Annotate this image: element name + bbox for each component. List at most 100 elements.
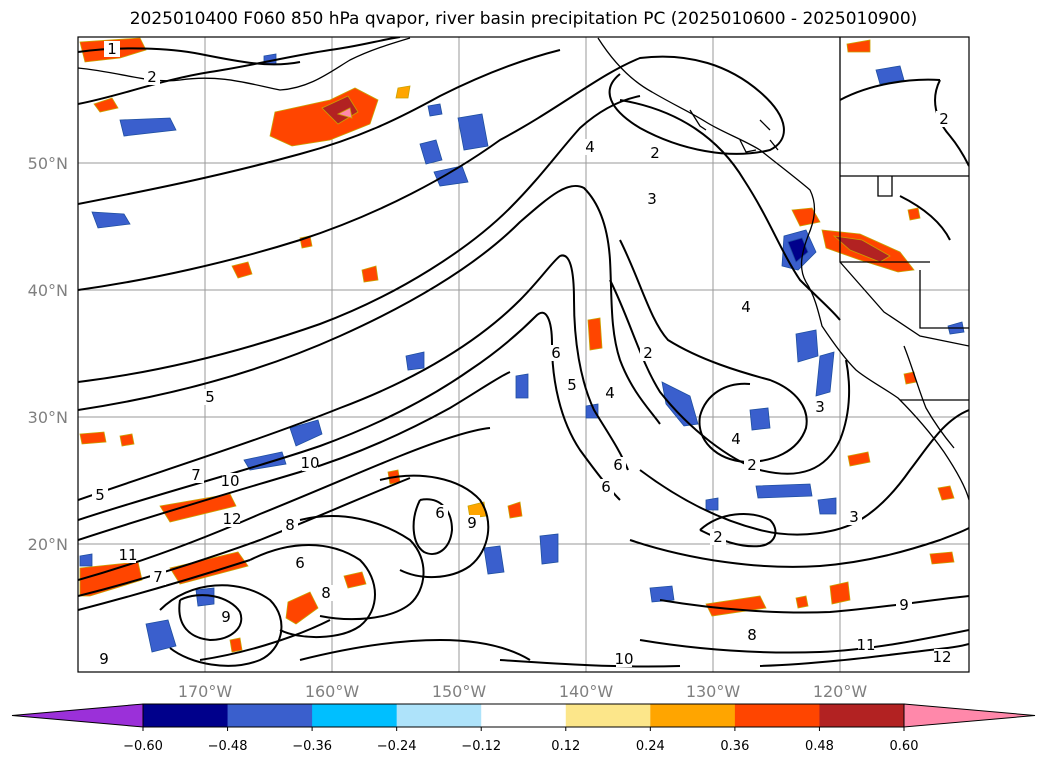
negative-precipitation-patches bbox=[79, 53, 965, 653]
latitude-label: 40°N bbox=[28, 281, 68, 300]
latitude-label: 50°N bbox=[28, 154, 68, 173]
contour-label-bg bbox=[144, 69, 160, 85]
contour-label: 3 bbox=[849, 508, 859, 526]
longitude-label: 120°W bbox=[813, 682, 868, 701]
contour-label: 2 bbox=[939, 110, 949, 128]
contour-label: 9 bbox=[221, 608, 231, 626]
colorbar-segment bbox=[143, 704, 229, 727]
contour-label-bg bbox=[610, 457, 626, 473]
contour-label: 12 bbox=[222, 510, 241, 528]
contour-label: 6 bbox=[295, 554, 305, 572]
contour-label: 6 bbox=[613, 456, 623, 474]
contour-label: 4 bbox=[605, 384, 615, 402]
contour-label-bg bbox=[548, 345, 564, 361]
contour-label: 9 bbox=[99, 650, 109, 668]
contour-label-bg bbox=[96, 651, 112, 667]
contour-label: 11 bbox=[118, 546, 137, 564]
colorbar-tick-label: 0.60 bbox=[890, 739, 919, 754]
contour-label-bg bbox=[120, 547, 136, 563]
contour-label: 7 bbox=[153, 568, 163, 586]
contour-label: 2 bbox=[147, 68, 157, 86]
longitude-label: 170°W bbox=[178, 682, 233, 701]
contour-label: 8 bbox=[747, 626, 757, 644]
contour-label: 4 bbox=[741, 298, 751, 316]
contour-label-bg bbox=[564, 377, 580, 393]
colorbar-tick-label: 0.36 bbox=[720, 739, 749, 754]
colorbar-tick-label: −0.48 bbox=[208, 739, 248, 754]
contour-label-bg bbox=[644, 191, 660, 207]
contour-label-bg bbox=[432, 505, 448, 521]
contour-label-bg bbox=[934, 649, 950, 665]
contour-label-bg bbox=[744, 627, 760, 643]
contour-label: 1 bbox=[107, 40, 117, 58]
colorbar-segment bbox=[650, 704, 736, 727]
contour-label: 11 bbox=[856, 636, 875, 654]
contour-label-bg bbox=[858, 637, 874, 653]
map-title: 2025010400 F060 850 hPa qvapor, river ba… bbox=[129, 9, 918, 29]
contour-label: 9 bbox=[899, 596, 909, 614]
colorbar-segment bbox=[819, 704, 905, 727]
contour-label-bg bbox=[188, 467, 204, 483]
contour-label: 6 bbox=[551, 344, 561, 362]
contour-label: 2 bbox=[713, 528, 723, 546]
longitude-label: 130°W bbox=[686, 682, 741, 701]
colorbar-tick-label: −0.36 bbox=[292, 739, 332, 754]
contour-label: 10 bbox=[614, 650, 633, 668]
contour-label-bg bbox=[282, 517, 298, 533]
contour-label-bg bbox=[222, 473, 238, 489]
contour-label: 8 bbox=[285, 516, 295, 534]
contour-label: 8 bbox=[321, 584, 331, 602]
contour-label-bg bbox=[292, 555, 308, 571]
colorbar-tick-label: 0.12 bbox=[551, 739, 580, 754]
contour-label-bg bbox=[582, 139, 598, 155]
colorbar-segment bbox=[481, 704, 567, 727]
contour-label-bg bbox=[846, 509, 862, 525]
contour-label: 6 bbox=[435, 504, 445, 522]
colorbar-segment bbox=[312, 704, 398, 727]
contour-label: 4 bbox=[731, 430, 741, 448]
colorbar-tick-label: −0.12 bbox=[461, 739, 501, 754]
longitude-label: 150°W bbox=[432, 682, 487, 701]
latitude-label: 20°N bbox=[28, 535, 68, 554]
contour-label-bg bbox=[896, 597, 912, 613]
contour-label-bg bbox=[647, 145, 663, 161]
longitude-label: 160°W bbox=[305, 682, 360, 701]
contour-label-bg bbox=[150, 569, 166, 585]
colorbar-tick-label: −0.60 bbox=[123, 739, 163, 754]
colorbar-extend-left bbox=[11, 703, 144, 728]
contour-label-bg bbox=[738, 299, 754, 315]
contour-label-bg bbox=[812, 399, 828, 415]
colorbar-tick-label: −0.24 bbox=[377, 739, 417, 754]
contour-label-bg bbox=[598, 479, 614, 495]
colorbar: −0.60 −0.48 −0.36 −0.24 −0.12 0.12 0.24 0.36 0.4… bbox=[11, 703, 1036, 754]
latitude-labels: 50°N 40°N 30°N 20°N bbox=[28, 154, 68, 554]
colorbar-frame bbox=[142, 703, 905, 728]
colorbar-tick-label: 0.24 bbox=[636, 739, 665, 754]
contour-label-bg bbox=[710, 529, 726, 545]
contour-label-bg bbox=[464, 515, 480, 531]
contour-label-bg bbox=[202, 389, 218, 405]
contour-label: 2 bbox=[650, 144, 660, 162]
colorbar-extend-right bbox=[903, 703, 1036, 728]
contour-label: 2 bbox=[747, 456, 757, 474]
latitude-label: 30°N bbox=[28, 408, 68, 427]
contour-label: 5 bbox=[205, 388, 215, 406]
contour-label-bg bbox=[92, 487, 108, 503]
contour-label: 10 bbox=[300, 454, 319, 472]
contour-label-bg bbox=[302, 455, 318, 471]
contour-label: 12 bbox=[932, 648, 951, 666]
contour-label: 10 bbox=[220, 472, 239, 490]
longitude-label: 140°W bbox=[559, 682, 614, 701]
contour-label-bg bbox=[744, 457, 760, 473]
contour-label-bg bbox=[104, 41, 120, 57]
contour-label-bg bbox=[640, 345, 656, 361]
contour-label: 5 bbox=[95, 486, 105, 504]
contour-label-bg bbox=[728, 431, 744, 447]
contour-label: 2 bbox=[643, 344, 653, 362]
contour-label: 9 bbox=[467, 514, 477, 532]
map-panel bbox=[78, 37, 969, 672]
colorbar-tick-label: 0.48 bbox=[805, 739, 834, 754]
colorbar-segment bbox=[734, 704, 820, 727]
